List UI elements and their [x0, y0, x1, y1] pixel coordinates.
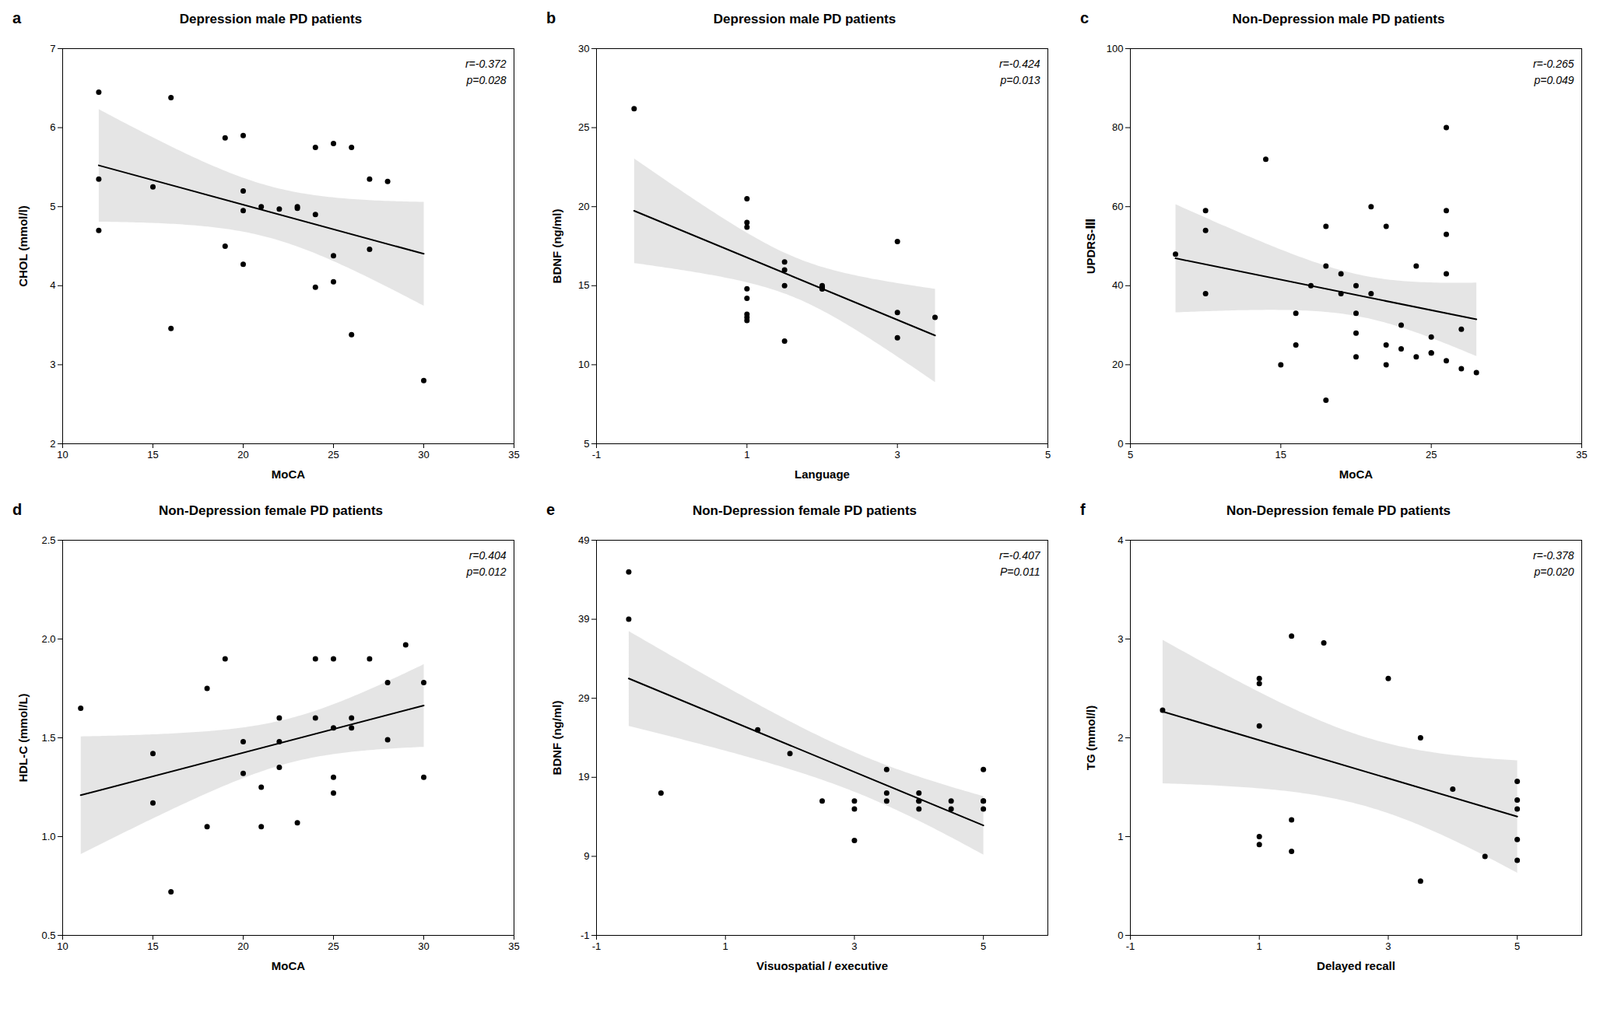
html-text:c: c — [1080, 9, 1089, 27]
html-text:Non-Depression male PD patient: Non-Depression male PD patients — [1232, 11, 1445, 27]
svg-text:10: 10 — [56, 940, 68, 953]
svg-text:40: 40 — [1112, 279, 1123, 292]
svg-text:r=-0.378p=0.020: r=-0.378p=0.020 — [1533, 549, 1575, 579]
svg-text:25: 25 — [1425, 449, 1437, 461]
svg-text:UPDRS-Ⅲ: UPDRS-Ⅲ — [1084, 218, 1098, 275]
svg-text:30: 30 — [578, 42, 590, 55]
svg-text:2: 2 — [49, 438, 56, 450]
svg-text:80: 80 — [1112, 121, 1123, 134]
html-text:b: b — [546, 9, 556, 27]
svg-text:MoCA: MoCA — [271, 959, 306, 973]
svg-text:20: 20 — [578, 200, 590, 213]
svg-text:r=-0.265p=0.049: r=-0.265p=0.049 — [1533, 57, 1575, 87]
svg-text:19: 19 — [578, 771, 590, 783]
svg-text:r=-0.372p=0.028: r=-0.372p=0.028 — [465, 57, 507, 87]
svg-text:20: 20 — [237, 449, 249, 461]
svg-text:1: 1 — [743, 449, 750, 461]
svg-text:10: 10 — [56, 449, 68, 461]
svg-text:MoCA: MoCA — [271, 467, 306, 481]
svg-text:3: 3 — [1385, 940, 1391, 953]
svg-text:-1: -1 — [592, 940, 602, 953]
svg-text:20: 20 — [1112, 358, 1123, 371]
svg-text:60: 60 — [1112, 200, 1123, 213]
svg-text:1.5: 1.5 — [41, 732, 56, 744]
svg-text:BDNF (ng/ml): BDNF (ng/ml) — [550, 701, 564, 776]
svg-text:100: 100 — [1106, 42, 1124, 55]
svg-text:-1: -1 — [1126, 940, 1136, 953]
svg-text:Delayed recall: Delayed recall — [1316, 959, 1396, 973]
svg-text:3: 3 — [894, 449, 901, 461]
svg-text:3: 3 — [1117, 633, 1123, 646]
svg-text:TG (mmol/l): TG (mmol/l) — [1084, 705, 1098, 771]
svg-text:35: 35 — [1575, 449, 1587, 461]
svg-text:5: 5 — [1045, 449, 1051, 461]
html-text:f: f — [1080, 501, 1086, 519]
html-text:Non-Depression female PD patie: Non-Depression female PD patients — [692, 503, 917, 519]
svg-text:9: 9 — [583, 850, 590, 863]
svg-text:4: 4 — [49, 279, 56, 292]
svg-text:20: 20 — [237, 940, 249, 953]
svg-text:0: 0 — [1117, 438, 1123, 450]
svg-text:HDL-C (mmol/L): HDL-C (mmol/L) — [16, 693, 30, 783]
svg-text:25: 25 — [327, 940, 339, 953]
svg-text:5: 5 — [583, 438, 590, 450]
svg-text:MoCA: MoCA — [1339, 467, 1373, 481]
svg-text:2: 2 — [1117, 732, 1123, 744]
svg-text:49: 49 — [578, 534, 590, 547]
svg-text:3: 3 — [851, 940, 857, 953]
svg-text:29: 29 — [578, 692, 590, 705]
svg-text:30: 30 — [417, 940, 429, 953]
html-text:e: e — [546, 501, 555, 519]
svg-text:7: 7 — [49, 42, 56, 55]
svg-text:15: 15 — [1275, 449, 1287, 461]
svg-text:3: 3 — [49, 358, 56, 371]
svg-text:5: 5 — [1127, 449, 1134, 461]
svg-text:5: 5 — [980, 940, 986, 953]
svg-text:4: 4 — [1117, 534, 1123, 547]
svg-text:35: 35 — [508, 940, 520, 953]
svg-text:r=0.404p=0.012: r=0.404p=0.012 — [466, 549, 507, 579]
svg-text:15: 15 — [147, 449, 158, 461]
svg-text:0.5: 0.5 — [41, 929, 56, 942]
svg-text:5: 5 — [1514, 940, 1520, 953]
html-text:Depression male PD patients: Depression male PD patients — [713, 11, 896, 27]
html-text:a: a — [12, 9, 22, 27]
svg-text:0: 0 — [1117, 929, 1123, 942]
svg-text:r=-0.424p=0.013: r=-0.424p=0.013 — [999, 57, 1041, 87]
svg-text:10: 10 — [578, 358, 590, 371]
svg-text:Visuospatial / executive: Visuospatial / executive — [756, 959, 888, 973]
svg-text:35: 35 — [508, 449, 520, 461]
svg-text:15: 15 — [147, 940, 158, 953]
svg-text:25: 25 — [578, 121, 590, 134]
svg-text:15: 15 — [578, 279, 590, 292]
svg-text:30: 30 — [417, 449, 429, 461]
svg-text:2.5: 2.5 — [41, 534, 56, 547]
html-text:Non-Depression female PD patie: Non-Depression female PD patients — [1226, 503, 1451, 519]
svg-text:5: 5 — [49, 200, 56, 213]
svg-text:25: 25 — [327, 449, 339, 461]
svg-text:CHOL (mmol/l): CHOL (mmol/l) — [16, 205, 30, 288]
svg-text:1.0: 1.0 — [41, 831, 56, 843]
svg-text:2.0: 2.0 — [41, 633, 56, 646]
svg-text:6: 6 — [49, 121, 56, 134]
svg-text:1: 1 — [1256, 940, 1263, 953]
svg-text:1: 1 — [1117, 831, 1123, 843]
svg-text:BDNF (ng/ml): BDNF (ng/ml) — [550, 209, 564, 285]
html-text:Non-Depression female PD patie: Non-Depression female PD patients — [158, 503, 383, 519]
svg-text:-1: -1 — [580, 929, 590, 942]
svg-text:39: 39 — [578, 613, 590, 625]
svg-text:Language: Language — [794, 467, 850, 481]
html-text:Depression male PD patients: Depression male PD patients — [179, 11, 363, 27]
svg-text:1: 1 — [722, 940, 729, 953]
html-text:d: d — [12, 501, 22, 519]
svg-text:-1: -1 — [592, 449, 602, 461]
svg-text:r=-0.407P=0.011: r=-0.407P=0.011 — [999, 549, 1042, 579]
